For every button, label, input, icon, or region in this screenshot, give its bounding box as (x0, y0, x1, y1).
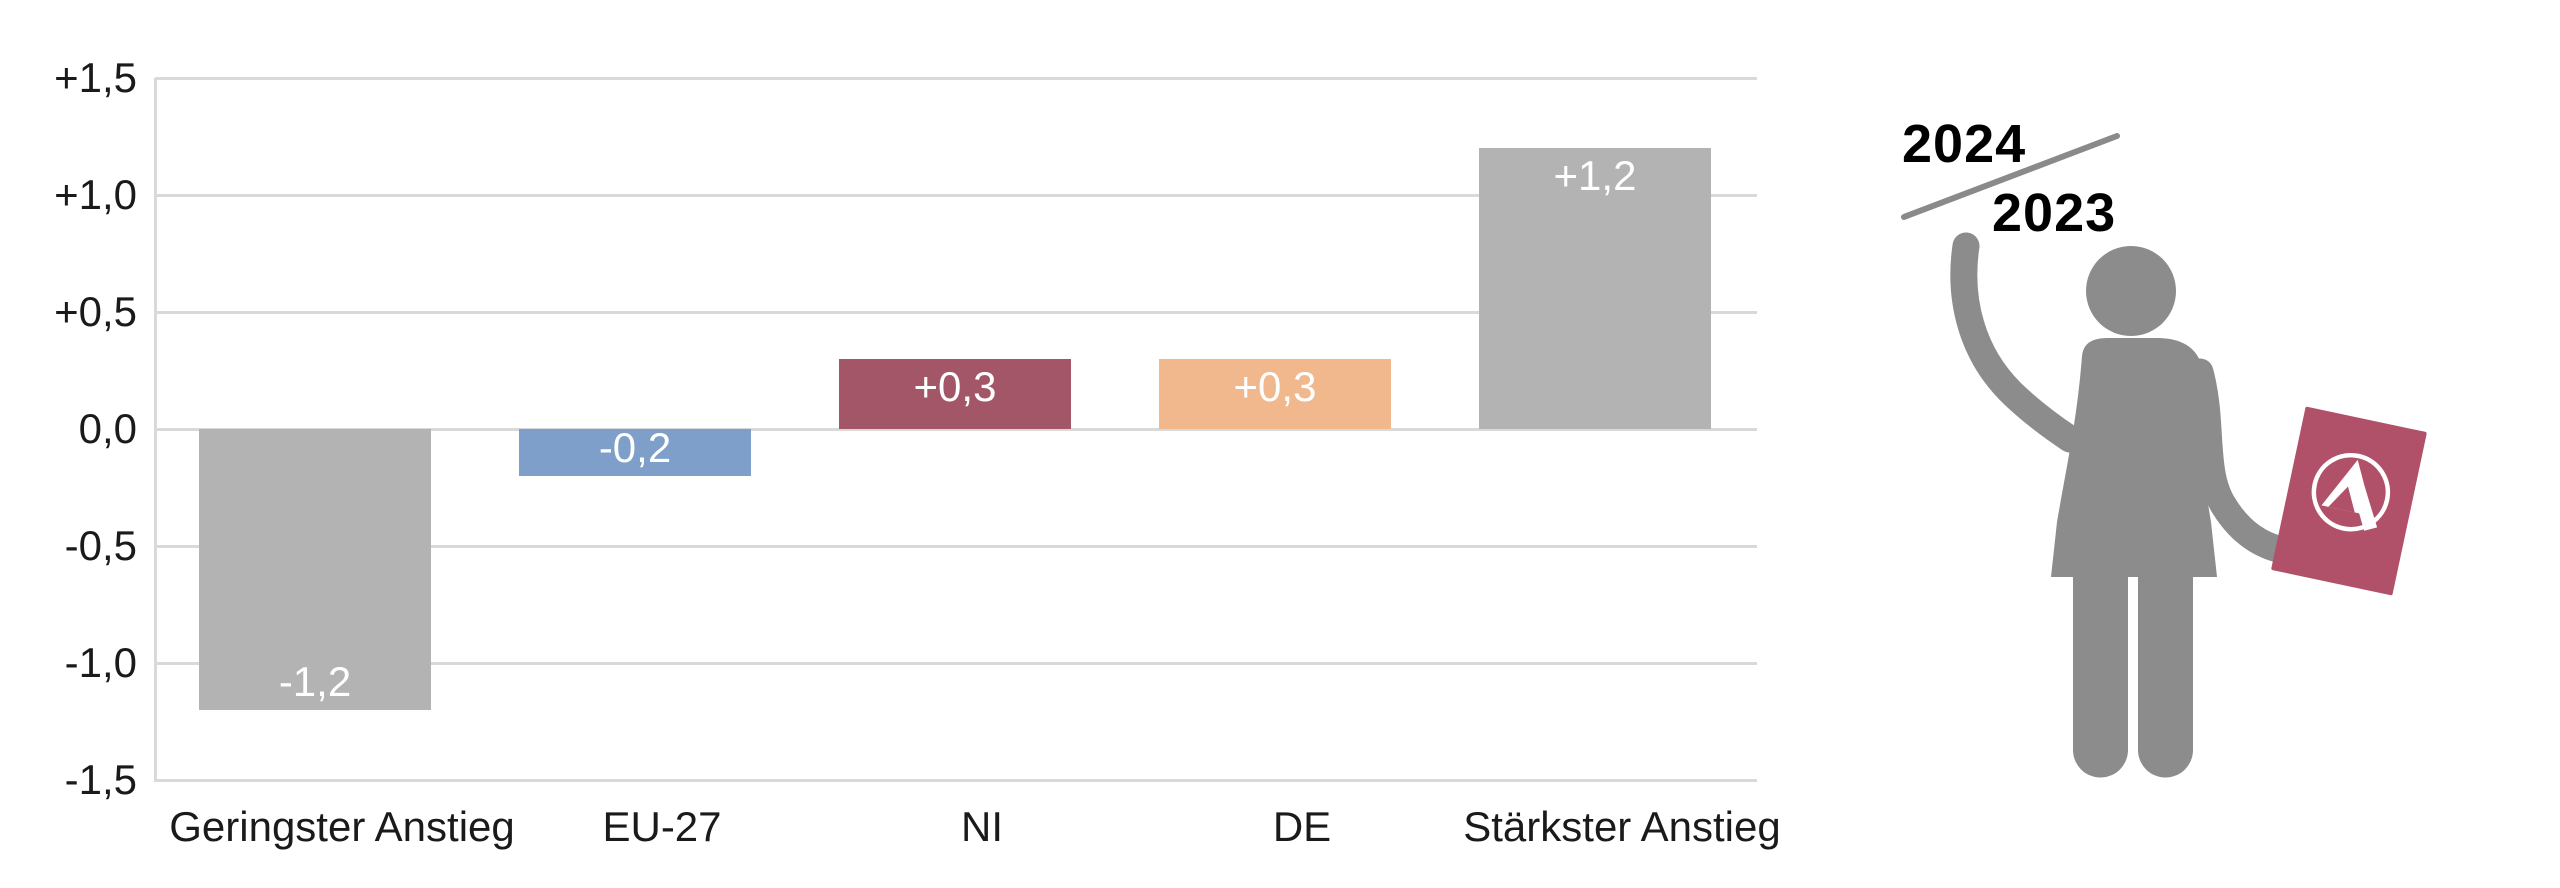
bar (199, 429, 431, 710)
document (2271, 406, 2427, 596)
y-axis-tick-label: +1,0 (54, 171, 137, 218)
bar-value-label: +0,3 (913, 362, 997, 410)
torso-dress (2051, 338, 2217, 577)
y-axis-tick-label: -1,5 (64, 756, 137, 803)
ba-logo-icon (2311, 452, 2391, 532)
raised-arm (1950, 232, 2084, 453)
y-axis-line (153, 78, 157, 782)
gridline (155, 544, 1757, 548)
gridline (155, 661, 1757, 665)
x-category-label: Geringster Anstieg (169, 803, 515, 850)
bar-value-label: -1,2 (278, 657, 352, 705)
x-category-label: DE (1272, 803, 1332, 850)
bar-value-label: +0,3 (1233, 362, 1317, 410)
gridline (155, 778, 1757, 782)
bar-value-label: +1,2 (1553, 152, 1637, 200)
gridline (155, 310, 1757, 314)
y-axis-tick-label: +1,5 (54, 54, 137, 101)
person-figure (1950, 232, 2292, 778)
y-axis-tick-label: -0,5 (64, 522, 137, 569)
left-leg (2073, 556, 2128, 778)
x-category-label: NI (961, 803, 1003, 850)
bar (1159, 358, 1391, 429)
gridline (155, 76, 1757, 80)
bar-value-label: -0,2 (598, 423, 672, 471)
gridline (155, 427, 1757, 431)
year-top-label: 2024 (1902, 114, 2027, 174)
x-category-label: Stärkster Anstieg (1463, 803, 1781, 850)
head (2086, 246, 2176, 336)
y-axis-tick-label: +0,5 (54, 288, 137, 335)
reaching-arm (2186, 358, 2292, 563)
bar (519, 429, 751, 476)
y-axis-tick-label: 0,0 (78, 405, 137, 452)
gridline (155, 193, 1757, 197)
right-leg (2138, 556, 2193, 778)
bar (1479, 148, 1711, 429)
bar (839, 358, 1071, 429)
year-divider-line (1901, 133, 2120, 220)
x-category-label: EU-27 (602, 803, 722, 850)
person-illustration (1901, 133, 2427, 778)
year-bottom-label: 2023 (1992, 183, 2117, 243)
y-axis-tick-label: -1,0 (64, 639, 137, 686)
